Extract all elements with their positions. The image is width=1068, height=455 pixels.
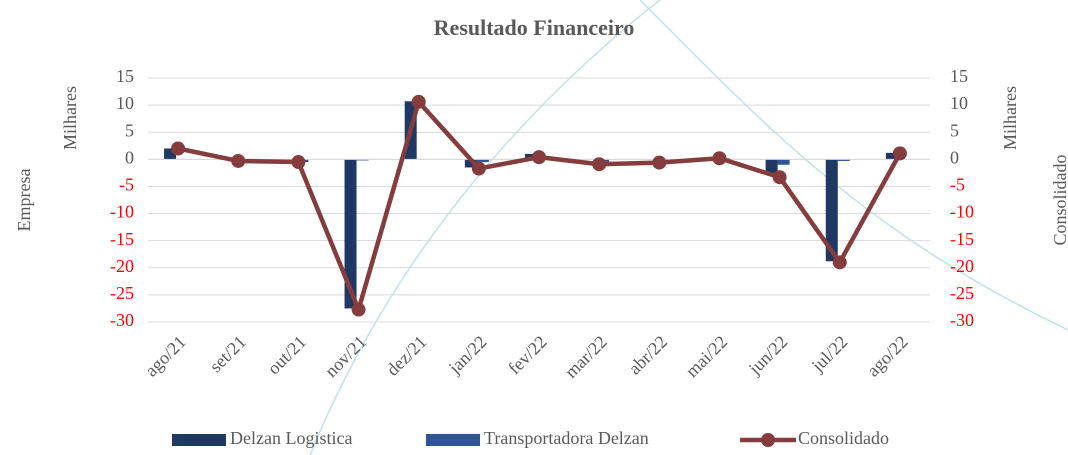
- y-tick-label: 0: [125, 147, 134, 167]
- x-tick-label: out/21: [263, 332, 310, 379]
- bar: [825, 159, 838, 262]
- bar: [765, 159, 778, 173]
- y-axis-title: Empresa: [14, 169, 34, 232]
- y2-tick-label: 10: [950, 93, 968, 113]
- line-marker: [652, 155, 667, 170]
- bar: [464, 159, 477, 168]
- x-tick-label: jan/22: [444, 332, 491, 379]
- y-tick-label: -30: [110, 310, 134, 330]
- y2-tick-label: -20: [950, 256, 974, 276]
- bar: [885, 152, 898, 160]
- chart-title: Resultado Financeiro: [434, 15, 635, 40]
- y-display-units: Milhares: [60, 86, 80, 150]
- legend-swatch: [172, 434, 226, 446]
- y2-tick-label: 15: [950, 66, 968, 86]
- line-marker: [772, 170, 787, 185]
- bar: [356, 159, 369, 161]
- y2-axis-title: Consolidado: [1050, 154, 1068, 245]
- x-tick-label: ago/22: [863, 332, 912, 381]
- y2-tick-label: 5: [950, 120, 959, 140]
- decor-curve: [639, 0, 1068, 331]
- x-tick-label: nov/21: [321, 332, 371, 382]
- decor-curve: [309, 0, 661, 455]
- legend-label: Delzan Logistica: [230, 428, 352, 448]
- legend-label: Consolidado: [798, 428, 889, 448]
- y-tick-label: -5: [119, 175, 134, 195]
- y2-tick-label: -30: [950, 310, 974, 330]
- y2-tick-label: -5: [950, 175, 965, 195]
- y-tick-label: 5: [125, 120, 134, 140]
- y-tick-label: 10: [116, 93, 134, 113]
- x-tick-label: mar/22: [561, 332, 611, 382]
- bar: [777, 159, 790, 165]
- line-marker: [592, 157, 607, 172]
- legend-swatch: [761, 433, 775, 447]
- legend-swatch: [426, 434, 480, 446]
- x-tick-label: dez/21: [382, 332, 430, 380]
- bar: [837, 159, 850, 161]
- x-tick-label: abr/22: [624, 332, 671, 379]
- y-tick-label: -20: [110, 256, 134, 276]
- y-tick-label: -25: [110, 283, 134, 303]
- legend-label: Transportadora Delzan: [484, 428, 649, 448]
- y-tick-label: 15: [116, 66, 134, 86]
- line-marker: [411, 94, 426, 109]
- x-tick-label: mai/22: [682, 332, 731, 381]
- line: [177, 99, 902, 312]
- y2-display-units: Milhares: [1000, 86, 1020, 150]
- x-tick-label: jul/22: [807, 332, 852, 377]
- bar: [476, 159, 489, 163]
- line-marker: [712, 151, 727, 166]
- y2-tick-label: 0: [950, 147, 959, 167]
- bar: [344, 159, 357, 309]
- y2-tick-label: -25: [950, 283, 974, 303]
- line-marker: [892, 146, 907, 161]
- x-tick-label: jun/22: [744, 332, 791, 379]
- y2-tick-label: -15: [950, 229, 974, 249]
- x-tick-label: ago/21: [141, 332, 190, 381]
- line-marker: [351, 302, 366, 317]
- bar: [164, 148, 177, 160]
- x-tick-label: fev/22: [504, 332, 551, 379]
- line-marker: [471, 161, 486, 176]
- line-marker: [832, 255, 847, 270]
- line-marker: [532, 150, 546, 165]
- y2-tick-label: -10: [950, 202, 974, 222]
- y-tick-label: -10: [110, 202, 134, 222]
- line-marker: [231, 153, 246, 168]
- x-tick-label: set/21: [205, 332, 250, 377]
- line-marker: [291, 155, 306, 170]
- y-tick-label: -15: [110, 229, 134, 249]
- line-marker: [171, 141, 186, 156]
